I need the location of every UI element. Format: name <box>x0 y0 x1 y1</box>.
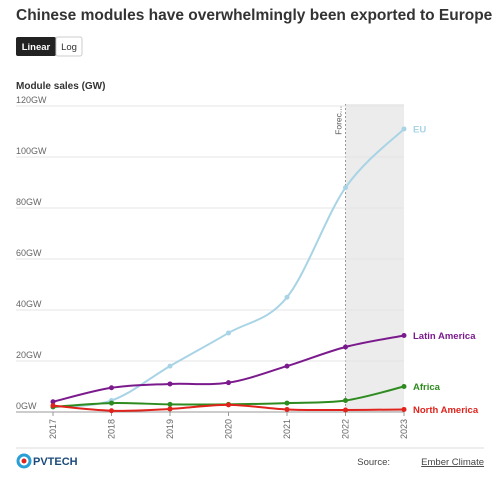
log-button[interactable] <box>55 36 83 57</box>
forecast-label: Forec... <box>334 106 344 135</box>
data-point <box>284 406 290 412</box>
log-button-label[interactable]: Log <box>61 42 77 53</box>
data-point <box>109 385 114 391</box>
data-point <box>343 185 348 191</box>
y-axis-label: Module sales (GW) <box>16 81 105 92</box>
data-point <box>343 398 348 404</box>
x-tick-label: 2017 <box>48 419 58 439</box>
data-point <box>226 402 231 408</box>
data-point <box>284 363 290 369</box>
data-point <box>50 403 56 409</box>
logo: PVTECH <box>33 456 78 468</box>
data-point <box>401 126 407 132</box>
data-point <box>167 381 173 387</box>
source-prefix: Source: <box>357 457 390 468</box>
y-tick-label: 120GW <box>16 95 47 105</box>
y-tick-label: 40GW <box>16 299 42 309</box>
y-tick-label: 60GW <box>16 248 42 258</box>
data-point <box>401 406 407 412</box>
data-point <box>343 344 348 350</box>
x-tick-label: 2018 <box>107 419 117 439</box>
linear-button[interactable] <box>16 37 56 56</box>
plot-area: Forec... 0GW 20GW 40GW 60GW 80GW 100GW 120GW 201… <box>16 95 479 439</box>
data-point <box>226 330 231 336</box>
x-tick-label: 2021 <box>282 419 292 439</box>
logo-icon <box>16 453 32 469</box>
x-tick-label: 2023 <box>399 419 409 439</box>
y-tick-label: 80GW <box>16 197 42 207</box>
source-link[interactable]: Ember Climate <box>421 457 484 468</box>
data-point <box>109 400 114 406</box>
series-label: Africa <box>413 382 441 393</box>
data-point <box>226 380 231 386</box>
x-tick-label: 2019 <box>165 419 175 439</box>
data-point <box>167 401 173 407</box>
linear-button-label[interactable]: Linear <box>22 42 51 53</box>
data-point <box>401 384 407 389</box>
chart-title: Chinese modules have overwhelmingly been… <box>16 7 493 24</box>
forecast-region <box>345 104 404 412</box>
y-tick-label: 100GW <box>16 146 47 156</box>
series-label: North America <box>413 405 479 416</box>
logo-icon-dot <box>21 458 27 464</box>
data-point <box>401 333 407 338</box>
x-tick-label: 2020 <box>224 419 234 439</box>
data-point <box>284 294 290 300</box>
data-point <box>50 399 56 405</box>
series-label: EU <box>413 124 426 135</box>
y-tick-label: 20GW <box>16 350 42 360</box>
y-tick-label: 0GW <box>16 401 37 411</box>
data-point <box>284 400 290 406</box>
data-point <box>167 406 173 412</box>
x-tick-label: 2022 <box>341 419 351 439</box>
data-point <box>167 363 173 369</box>
data-point <box>343 407 348 413</box>
series-label: Latin America <box>413 331 476 342</box>
data-point <box>109 408 114 414</box>
